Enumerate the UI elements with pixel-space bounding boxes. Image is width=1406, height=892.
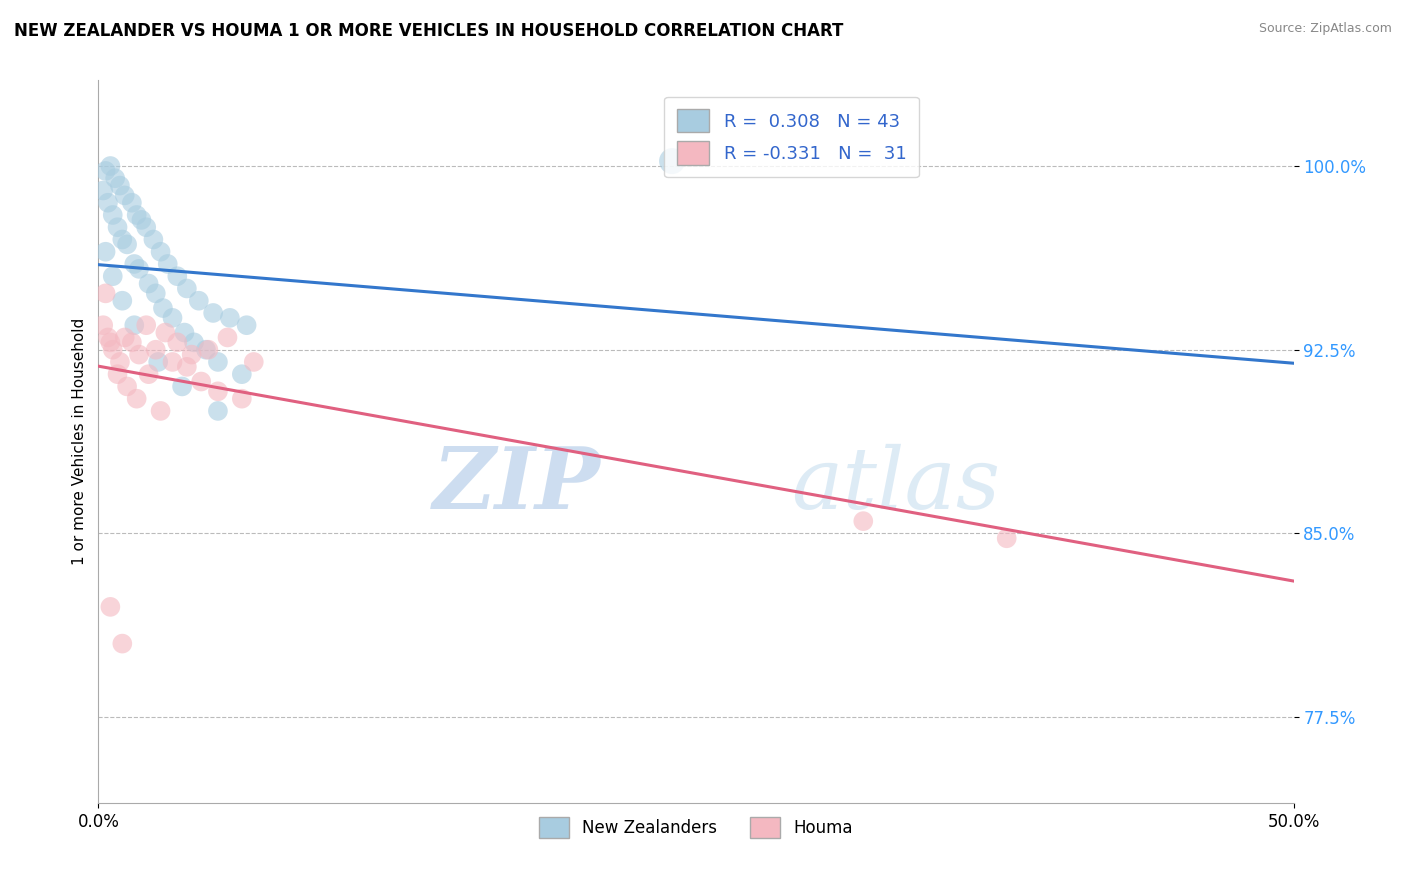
Point	[173, 326, 195, 340]
Point	[995, 531, 1018, 545]
Point	[94, 286, 117, 301]
Point	[115, 379, 138, 393]
Y-axis label: 1 or more Vehicles in Household: 1 or more Vehicles in Household	[72, 318, 87, 566]
Point	[135, 220, 157, 235]
Legend: New Zealanders, Houma: New Zealanders, Houma	[531, 810, 860, 845]
Point	[101, 208, 124, 222]
Point	[121, 335, 143, 350]
Point	[91, 318, 114, 333]
Point	[135, 318, 157, 333]
Point	[148, 355, 170, 369]
Point	[107, 220, 129, 235]
Point	[107, 367, 129, 381]
Text: NEW ZEALANDER VS HOUMA 1 OR MORE VEHICLES IN HOUSEHOLD CORRELATION CHART: NEW ZEALANDER VS HOUMA 1 OR MORE VEHICLE…	[14, 22, 844, 40]
Point	[152, 301, 174, 315]
Point	[145, 286, 167, 301]
Point	[125, 208, 148, 222]
Point	[101, 343, 124, 357]
Point	[195, 343, 218, 357]
Point	[98, 335, 122, 350]
Point	[124, 257, 146, 271]
Point	[121, 195, 143, 210]
Point	[207, 384, 229, 399]
Point	[97, 330, 120, 344]
Point	[243, 355, 266, 369]
Point	[131, 213, 153, 227]
Text: atlas: atlas	[792, 443, 1001, 526]
Point	[852, 514, 875, 528]
Point	[149, 244, 172, 259]
Point	[111, 232, 134, 246]
Point	[124, 318, 146, 333]
Point	[104, 171, 127, 186]
Point	[115, 237, 138, 252]
Point	[98, 159, 122, 173]
Point	[156, 257, 179, 271]
Point	[138, 277, 160, 291]
Point	[176, 281, 198, 295]
Point	[197, 343, 219, 357]
Point	[183, 335, 205, 350]
Point	[172, 379, 194, 393]
Point	[180, 348, 202, 362]
Point	[231, 367, 253, 381]
Point	[219, 310, 242, 325]
Point	[145, 343, 167, 357]
Point	[231, 392, 253, 406]
Point	[111, 293, 134, 308]
Point	[166, 269, 188, 284]
Point	[128, 261, 150, 276]
Point	[166, 335, 188, 350]
Point	[202, 306, 225, 320]
Point	[187, 293, 209, 308]
Point	[149, 404, 172, 418]
Point	[176, 359, 198, 374]
Point	[207, 355, 229, 369]
Point	[114, 330, 136, 344]
Point	[101, 269, 124, 284]
Point	[111, 637, 134, 651]
Point	[108, 355, 131, 369]
Point	[128, 348, 150, 362]
Point	[190, 375, 212, 389]
Text: Source: ZipAtlas.com: Source: ZipAtlas.com	[1258, 22, 1392, 36]
Point	[98, 599, 122, 614]
Point	[91, 184, 114, 198]
Point	[108, 178, 131, 193]
Point	[94, 244, 117, 259]
Point	[125, 392, 148, 406]
Point	[138, 367, 160, 381]
Point	[155, 326, 177, 340]
Point	[114, 188, 136, 202]
Point	[162, 355, 184, 369]
Point	[142, 232, 165, 246]
Point	[661, 154, 683, 169]
Point	[94, 164, 117, 178]
Point	[217, 330, 239, 344]
Point	[97, 195, 120, 210]
Point	[207, 404, 229, 418]
Point	[235, 318, 257, 333]
Text: ZIP: ZIP	[433, 443, 600, 526]
Point	[162, 310, 184, 325]
